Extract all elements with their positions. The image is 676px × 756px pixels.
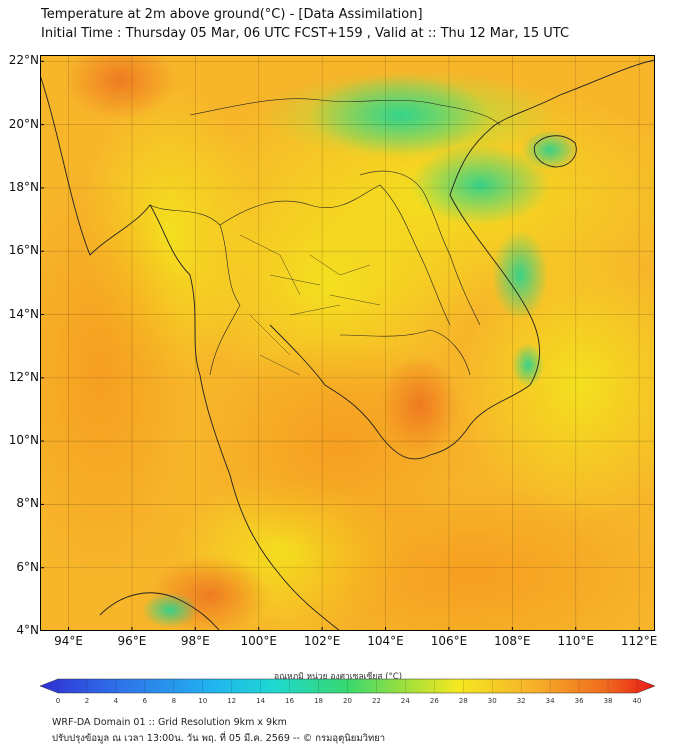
colorbar-tick-label: 24 xyxy=(400,697,410,705)
colorbar-tick-label: 10 xyxy=(198,697,208,705)
lon-label: 104°E xyxy=(367,634,404,648)
lon-label: 102°E xyxy=(303,634,341,648)
border-myanmar-thailand xyxy=(149,204,241,376)
colorbar-tick-label: 36 xyxy=(574,697,584,705)
lat-label: 6°N xyxy=(16,559,39,574)
lon-label: 96°E xyxy=(117,634,147,648)
coastline-hainan xyxy=(533,135,577,168)
lon-label: 100°E xyxy=(240,634,277,648)
footer-model-info: WRF-DA Domain 01 :: Grid Resolution 9km … xyxy=(52,717,287,728)
colorbar-tick-label: 4 xyxy=(113,697,119,705)
colorbar-tick-label: 38 xyxy=(603,697,613,705)
colorbar-tick-label: 16 xyxy=(285,697,295,705)
axis-ticks xyxy=(40,60,640,631)
temp-field-cool-hainan xyxy=(522,130,578,170)
temp-field-cool-highlands xyxy=(512,343,544,387)
colorbar-tick-label: 34 xyxy=(545,697,555,705)
lat-label: 22°N xyxy=(8,53,39,68)
temp-field-hot-cambodia xyxy=(380,355,460,455)
colorbar-tick-label: 0 xyxy=(55,697,61,705)
colorbar-tick-label: 26 xyxy=(429,697,439,705)
map-frame xyxy=(40,55,655,631)
temperature-map xyxy=(40,55,655,631)
colorbar-tick-label: 2 xyxy=(84,697,90,705)
lat-label: 10°N xyxy=(8,433,39,448)
lat-label: 16°N xyxy=(8,243,39,258)
temp-field-orange-west xyxy=(40,175,190,575)
colorbar-tick-label: 28 xyxy=(458,697,468,705)
lat-label: 4°N xyxy=(16,623,39,637)
colorbar-tick-label: 6 xyxy=(142,697,148,705)
lat-label: 20°N xyxy=(8,116,39,131)
temp-field-cool-vietnam xyxy=(410,145,550,225)
temp-field-orange-south xyxy=(270,485,655,631)
colorbar xyxy=(40,678,655,694)
temp-field-hot-myanmar xyxy=(65,55,175,120)
colorbar-title: อุณหภูมิ หน่วย องศาเซลเซียส (°C) xyxy=(273,672,403,682)
lon-label: 106°E xyxy=(430,634,468,648)
colorbar-fill xyxy=(40,678,655,694)
colorbar-tick-label: 14 xyxy=(256,697,266,705)
lon-label: 112°E xyxy=(620,634,658,648)
colorbar-tick-label: 18 xyxy=(314,697,323,705)
lon-label: 98°E xyxy=(180,634,210,648)
graticule xyxy=(40,55,655,631)
coastline-sumatra xyxy=(99,592,221,631)
colorbar-tick-label: 22 xyxy=(371,697,381,705)
border-laos-vietnam xyxy=(359,170,481,326)
map-subtitle: Initial Time : Thursday 05 Mar, 06 UTC F… xyxy=(41,26,570,41)
colorbar-tick-label: 12 xyxy=(227,697,237,705)
provinces-thailand xyxy=(239,234,381,376)
temp-field-cool-annam xyxy=(492,230,548,320)
lat-label: 14°N xyxy=(8,306,39,321)
colorbar-tick-label: 20 xyxy=(343,697,352,705)
border-thailand-laos xyxy=(219,184,451,326)
lon-label: 94°E xyxy=(54,634,83,648)
lat-label: 18°N xyxy=(8,179,39,194)
temp-field-cool-laos xyxy=(310,75,490,155)
coastline-mainland xyxy=(40,59,655,631)
border-thailand-cambodia xyxy=(339,329,471,376)
colorbar-tick-label: 8 xyxy=(171,697,177,705)
border-china xyxy=(189,98,501,126)
colorbar-tick-label: 40 xyxy=(632,697,642,705)
colorbar-tick-label: 30 xyxy=(487,697,497,705)
footer-update-info: ปรับปรุงข้อมูล ณ เวลา 13:00น. วัน พฤ. ที… xyxy=(52,733,386,744)
temp-field-cool-sumatra xyxy=(142,592,198,628)
lat-label: 12°N xyxy=(8,369,39,384)
lon-label: 108°E xyxy=(494,634,531,648)
map-title: Temperature at 2m above ground(°C) - [Da… xyxy=(41,7,423,22)
colorbar-tick-label: 32 xyxy=(516,697,526,705)
lat-label: 8°N xyxy=(16,496,39,511)
lon-label: 110°E xyxy=(557,634,594,648)
